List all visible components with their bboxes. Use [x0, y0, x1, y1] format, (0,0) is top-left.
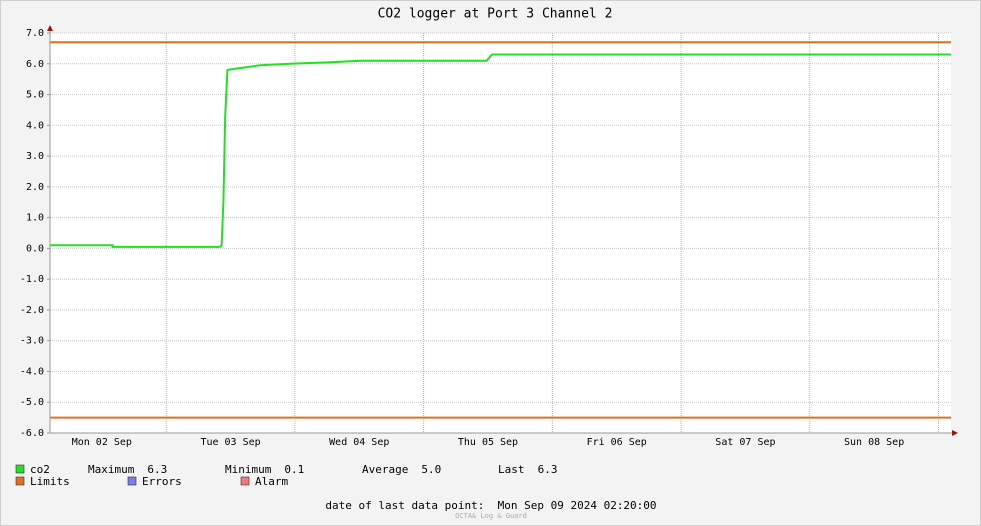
legend-label: Alarm: [255, 475, 288, 488]
y-tick-label: 2.0: [26, 182, 44, 193]
x-tick-label: Mon 02 Sep: [72, 437, 132, 448]
stat-value: 6.3: [538, 463, 558, 476]
y-tick-label: -5.0: [20, 397, 44, 408]
series-line: [50, 53, 951, 248]
stat-value: 0.1: [284, 463, 304, 476]
legend-label: co2: [30, 463, 50, 476]
legend-label: Limits: [30, 475, 70, 488]
labels: 7.0 6.0 5.0 4.0 3.0 2.0 1.0 0.0 -1.0 -2.0 -3.0 -4.0…: [15, 28, 904, 488]
plot-area: [50, 33, 951, 433]
stat-value: 5.0: [421, 463, 441, 476]
y-tick-label: 3.0: [26, 151, 44, 162]
y-arrow: [47, 25, 53, 31]
x-arrow: [952, 430, 958, 436]
stat-name: Maximum: [88, 463, 135, 476]
y-tick-label: -6.0: [20, 428, 44, 439]
y-tick-label: 7.0: [26, 28, 44, 39]
chart-title: CO2 logger at Port 3 Channel 2: [378, 7, 613, 22]
legend-swatch: [127, 476, 137, 486]
stat-name: Last: [498, 463, 525, 476]
x-tick-label: Thu 05 Sep: [458, 437, 518, 448]
legend-swatch: [240, 476, 250, 486]
watermark: OCTA& Log & Guard: [455, 512, 527, 520]
footer: date of last data point: Mon Sep 09 2024…: [325, 499, 656, 512]
x-tick-label: Fri 06 Sep: [587, 437, 647, 448]
stat-name: Average: [362, 463, 408, 476]
legend-label: Errors: [142, 475, 182, 488]
y-tick-label: 0.0: [26, 243, 44, 254]
x-tick-label: Sun 08 Sep: [844, 437, 904, 448]
y-tick-label: -1.0: [20, 274, 44, 285]
x-tick-label: Tue 03 Sep: [200, 437, 260, 448]
y-tick-label: 6.0: [26, 59, 44, 70]
stat-name: Minimum: [225, 463, 272, 476]
legend-swatch: [15, 476, 25, 486]
y-tick-label: 5.0: [26, 90, 44, 101]
x-tick-label: Sat 07 Sep: [715, 437, 775, 448]
y-tick-label: 4.0: [26, 120, 44, 131]
stat-value: 6.3: [147, 463, 167, 476]
marks: [50, 41, 951, 419]
y-tick-label: -3.0: [20, 336, 44, 347]
y-tick-label: -2.0: [20, 305, 44, 316]
legend-swatch: [15, 464, 25, 474]
y-tick-label: 1.0: [26, 213, 44, 224]
y-tick-label: -4.0: [20, 366, 44, 377]
x-tick-label: Wed 04 Sep: [329, 437, 389, 448]
